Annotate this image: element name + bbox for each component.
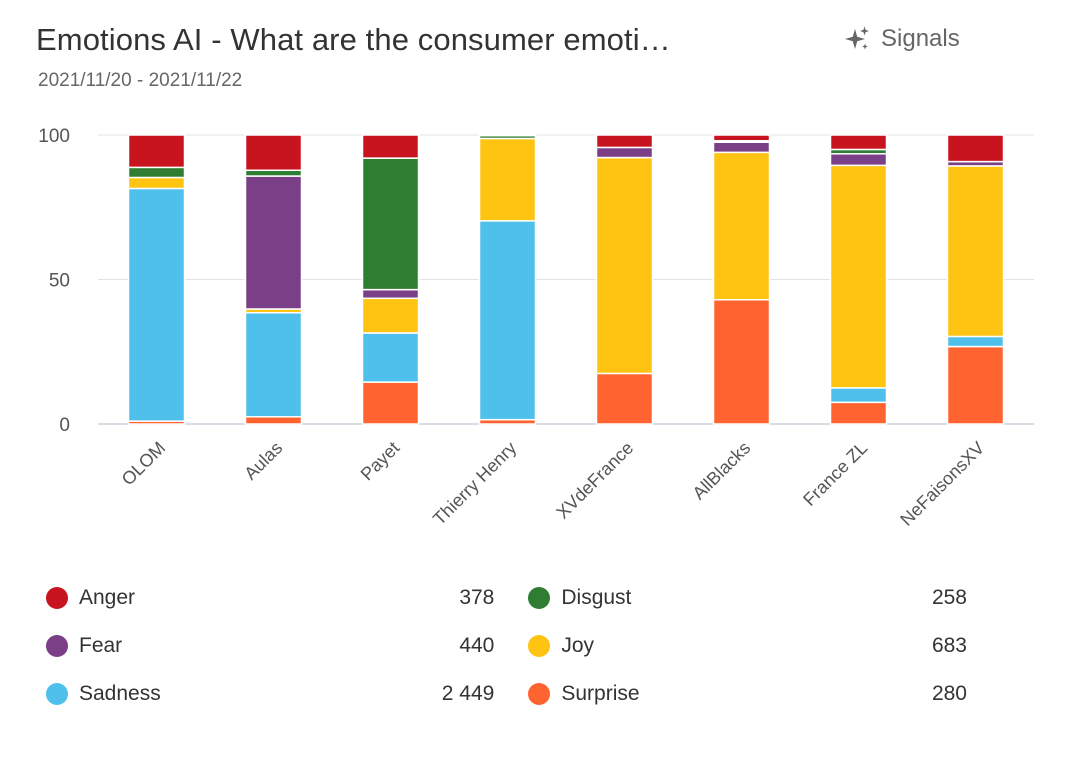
bar-segment-joy[interactable] [127, 176, 186, 190]
bar-segment-joy[interactable] [361, 297, 420, 334]
y-tick-label: 0 [59, 415, 70, 436]
legend-item-surprise[interactable]: Surprise 280 [528, 670, 967, 718]
legend-value: 280 [931, 682, 967, 705]
bar-segment-surprise[interactable] [946, 345, 1005, 425]
bar-segment-fear[interactable] [244, 175, 303, 310]
legend-value: 378 [459, 586, 495, 609]
bar-segment-joy[interactable] [478, 137, 537, 222]
x-tick-label: Aulas [240, 438, 286, 484]
legend-swatch [528, 683, 551, 705]
x-tick-label: France ZL [799, 438, 871, 510]
legend-label: Surprise [561, 682, 640, 705]
legend-swatch [46, 587, 68, 609]
legend-value: 683 [931, 634, 967, 657]
bar-segment-joy[interactable] [712, 151, 771, 301]
bar-segment-anger[interactable] [946, 134, 1005, 163]
bar-segment-disgust[interactable] [361, 157, 420, 291]
signals-label: Signals [881, 25, 960, 52]
legend-item-fear[interactable]: Fear 440 [46, 622, 495, 670]
x-tick-label: NeFaisonsXV [896, 438, 988, 530]
x-tick-label: OLOM [118, 438, 170, 490]
legend-label: Sadness [79, 682, 161, 705]
legend-swatch [46, 683, 68, 705]
legend-swatch [528, 635, 551, 657]
bar-segment-anger[interactable] [127, 134, 186, 169]
bar-segment-surprise[interactable] [595, 372, 654, 425]
legend-label: Joy [561, 634, 595, 657]
bar-segment-fear[interactable] [712, 141, 771, 154]
legend-item-sadness[interactable]: Sadness 2 449 [46, 670, 495, 718]
legend-label: Disgust [561, 586, 632, 609]
sparkles-icon [843, 25, 871, 53]
bar-segment-surprise[interactable] [244, 416, 303, 425]
legend-item-anger[interactable]: Anger 378 [46, 574, 495, 622]
bar-segment-sadness[interactable] [478, 220, 537, 421]
bar-segment-sadness[interactable] [127, 187, 186, 422]
x-tick-label: AllBlacks [689, 438, 755, 504]
bar-segment-joy[interactable] [595, 156, 654, 375]
legend-row: Fear 440 Joy 683 [46, 622, 967, 670]
x-tick-label: Thierry Henry [429, 438, 520, 529]
legend-value: 440 [459, 634, 495, 657]
bar-segment-sadness[interactable] [361, 332, 420, 383]
bar-segment-anger[interactable] [478, 134, 537, 137]
legend-swatch [528, 587, 551, 609]
bar-segment-surprise[interactable] [712, 298, 771, 425]
signals-button[interactable]: Signals [843, 25, 960, 53]
legend-row: Anger 378 Disgust 258 [46, 574, 967, 622]
x-tick-label: XVdeFrance [552, 438, 637, 523]
legend-swatch [46, 635, 68, 657]
legend-item-joy[interactable]: Joy 683 [528, 622, 967, 670]
bar-segment-surprise[interactable] [829, 401, 888, 425]
bar-segment-surprise[interactable] [361, 381, 420, 425]
chart-title: Emotions AI - What are the consumer emot… [36, 22, 671, 57]
legend-row: Sadness 2 449 Surprise 280 [46, 670, 967, 718]
bar-segment-joy[interactable] [829, 164, 888, 389]
bar-segment-sadness[interactable] [829, 387, 888, 404]
date-range: 2021/11/20 - 2021/11/22 [38, 70, 243, 91]
bar-segment-anger[interactable] [712, 134, 771, 142]
bar-segment-fear[interactable] [829, 153, 888, 167]
legend-value: 2 449 [441, 682, 495, 705]
legend-label: Anger [79, 586, 136, 609]
y-tick-label: 50 [49, 271, 70, 292]
legend: Anger 378 Disgust 258 Fear 440 Joy 683 Sadness 2 … [46, 574, 967, 718]
y-tick-label: 100 [38, 126, 70, 147]
bar-segment-fear[interactable] [595, 146, 654, 159]
bar-segment-joy[interactable] [946, 165, 1005, 338]
bar-segment-sadness[interactable] [946, 335, 1005, 348]
stacked-bar-chart: 0 50 100 OLOM Aulas Payet Thierry Henry XVdeFra… [38, 126, 1034, 530]
bar-segment-sadness[interactable] [244, 311, 303, 418]
legend-label: Fear [79, 634, 123, 657]
bar-segment-disgust[interactable] [127, 166, 186, 179]
legend-value: 258 [931, 586, 967, 609]
bar-segment-anger[interactable] [595, 134, 654, 149]
bar-segment-disgust[interactable] [244, 169, 303, 177]
legend-item-disgust[interactable]: Disgust 258 [528, 574, 967, 622]
bar-segment-anger[interactable] [244, 134, 303, 172]
bar-segment-anger[interactable] [361, 134, 420, 159]
x-tick-label: Payet [357, 438, 404, 485]
bar-segment-fear[interactable] [361, 288, 420, 300]
bar-segment-anger[interactable] [829, 134, 888, 151]
